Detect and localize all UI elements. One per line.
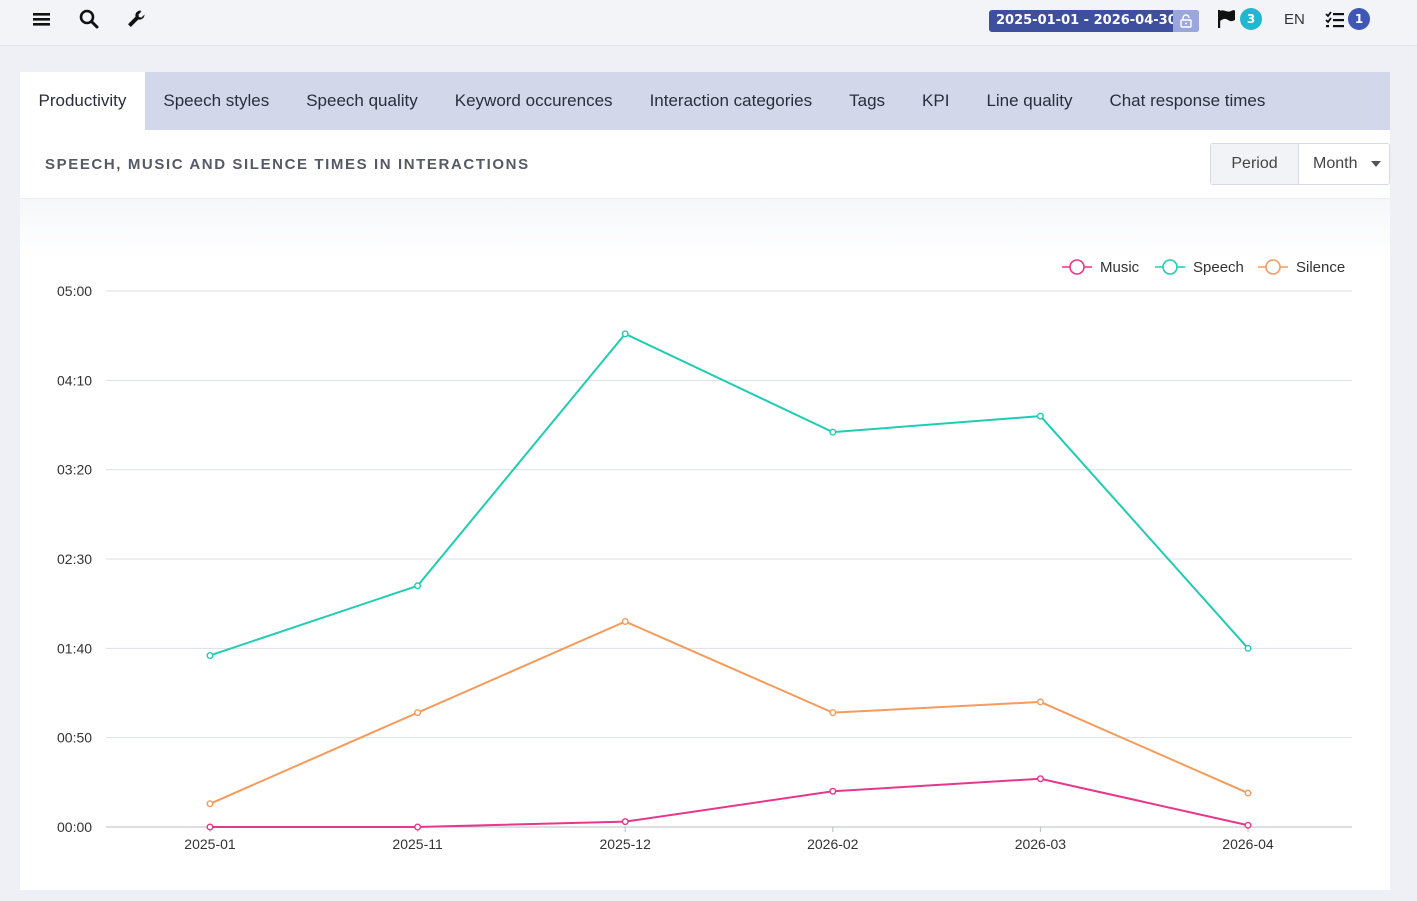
data-point-speech[interactable] — [621, 330, 629, 338]
data-point-speech[interactable] — [829, 428, 837, 436]
data-point-silence[interactable] — [829, 709, 837, 717]
data-point-music[interactable] — [1244, 821, 1252, 829]
report-card: Productivity Speech styles Speech quality K… — [20, 72, 1390, 890]
line-chart: 00:00 00:50 01:40 02:30 03:20 04:10 05:00 2025-… — [57, 259, 1352, 852]
tasks-count-badge: 1 — [1348, 8, 1370, 30]
data-point-speech[interactable] — [206, 651, 214, 659]
y-tick-label: 02:30 — [57, 551, 92, 567]
x-tick-label: 2025-12 — [600, 836, 652, 852]
tab-productivity[interactable]: Productivity — [20, 72, 145, 130]
x-tick-label: 2026-03 — [1015, 836, 1067, 852]
series-line-speech — [209, 332, 1249, 657]
y-tick-label: 00:00 — [57, 819, 92, 835]
data-point-speech[interactable] — [414, 582, 422, 590]
y-tick-label: 04:10 — [57, 372, 92, 388]
x-tick-label: 2025-01 — [184, 836, 236, 852]
data-point-speech[interactable] — [1244, 644, 1252, 652]
flags-button[interactable]: 3 — [1216, 8, 1268, 32]
legend-label: Silence — [1296, 259, 1345, 276]
y-tick-label: 03:20 — [57, 462, 92, 478]
data-point-silence[interactable] — [621, 618, 629, 626]
period-select[interactable]: Month — [1299, 144, 1389, 184]
data-point-speech[interactable] — [1036, 412, 1044, 420]
chart-fade — [20, 199, 1390, 259]
y-tick-label: 00:50 — [57, 730, 92, 746]
lock-icon[interactable] — [1173, 10, 1199, 32]
data-point-music[interactable] — [1036, 775, 1044, 783]
data-point-silence[interactable] — [206, 800, 214, 808]
period-label: Period — [1211, 144, 1299, 184]
top-bar: 2025-01-01 - 2026-04-30 3 EN 1 — [0, 0, 1417, 46]
search-icon[interactable] — [78, 8, 100, 30]
language-selector[interactable]: EN — [1284, 11, 1305, 28]
period-select-value: Month — [1313, 155, 1358, 172]
tab-keyword-occurences[interactable]: Keyword occurences — [454, 91, 613, 110]
tab-bar: Productivity Speech styles Speech quality K… — [20, 72, 1390, 130]
menu-icon[interactable] — [31, 8, 53, 30]
data-point-music[interactable] — [414, 823, 422, 831]
x-tick-label: 2026-02 — [807, 836, 859, 852]
x-tick-label: 2026-04 — [1222, 836, 1274, 852]
date-range-chip[interactable]: 2025-01-01 - 2026-04-30 — [989, 10, 1199, 32]
y-tick-label: 01:40 — [57, 640, 92, 656]
data-point-music[interactable] — [829, 787, 837, 795]
divider — [20, 198, 1390, 199]
data-point-silence[interactable] — [1036, 698, 1044, 706]
tab-line-quality[interactable]: Line quality — [986, 91, 1073, 110]
tab-tags[interactable]: Tags — [849, 91, 886, 110]
legend-swatch-marker — [1265, 259, 1281, 275]
legend-item-silence[interactable]: Silence — [1258, 259, 1345, 276]
data-point-silence[interactable] — [1244, 789, 1252, 797]
tasks-button[interactable]: 1 — [1324, 8, 1374, 32]
data-point-silence[interactable] — [414, 709, 422, 717]
flag-icon — [1216, 9, 1238, 33]
tab-interaction-categories[interactable]: Interaction categories — [649, 91, 813, 110]
series-line-silence — [209, 620, 1249, 805]
tasks-icon — [1324, 10, 1346, 34]
y-tick-label: 05:00 — [57, 283, 92, 299]
date-range-label: 2025-01-01 - 2026-04-30 — [996, 13, 1177, 28]
tab-kpi[interactable]: KPI — [922, 91, 950, 110]
wrench-icon[interactable] — [125, 8, 147, 30]
legend-item-music[interactable]: Music — [1062, 259, 1140, 276]
data-point-music[interactable] — [206, 823, 214, 831]
x-tick-label: 2025-11 — [392, 836, 443, 852]
section-title: SPEECH, MUSIC AND SILENCE TIMES IN INTER… — [45, 156, 530, 173]
caret-down-icon — [1371, 161, 1381, 167]
legend-item-speech[interactable]: Speech — [1155, 259, 1244, 276]
data-point-music[interactable] — [621, 818, 629, 826]
period-group: Period Month — [1210, 143, 1390, 185]
tab-chat-response-times[interactable]: Chat response times — [1109, 91, 1266, 110]
tab-speech-quality[interactable]: Speech quality — [306, 91, 418, 110]
legend-swatch-marker — [1162, 259, 1178, 275]
series-line-music — [210, 777, 1249, 828]
legend-label: Music — [1100, 259, 1140, 276]
legend-label: Speech — [1193, 259, 1244, 276]
tab-speech-styles[interactable]: Speech styles — [163, 91, 270, 110]
flag-count-badge: 3 — [1240, 8, 1262, 30]
legend-swatch-marker — [1069, 259, 1085, 275]
